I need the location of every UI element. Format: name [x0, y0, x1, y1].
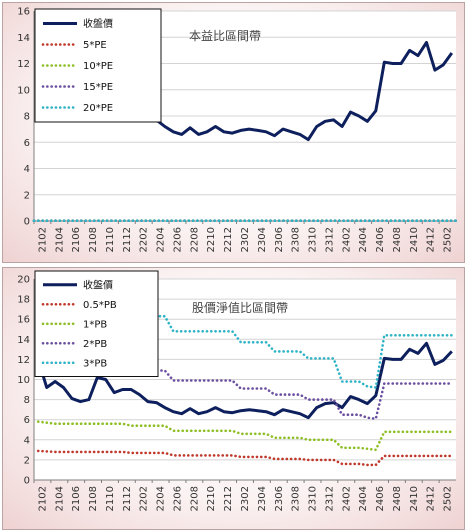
x-tick-label: 2110 [105, 227, 116, 252]
pe-band-chart-panel: 0 2 4 6 8 10 12 14 16 2102 2104 2106 2108 2110 2112 220… [2, 2, 465, 263]
legend-label: 15*PE [83, 82, 113, 93]
x-tick-label: 2212 [223, 486, 234, 511]
y-tick-label: 16 [17, 7, 30, 18]
x-tick-label: 2410 [409, 227, 420, 252]
y-tick-label: 4 [24, 435, 30, 446]
pb-band-chart: 0 2 4 6 8 10 12 14 16 18 20 2102 2104 2106 2108 2110 211… [17, 270, 456, 511]
legend-label: 20*PE [83, 103, 113, 114]
series-line-2 [36, 420, 454, 452]
y-tick-label: 18 [17, 295, 30, 306]
x-tick-label: 2202 [139, 227, 150, 252]
x-tick-label: 2306 [274, 486, 285, 511]
x-tick-label: 2406 [375, 227, 386, 252]
x-tick-label: 2402 [341, 227, 352, 252]
x-tick-label: 2302 [240, 227, 251, 252]
x-tick-label: 2106 [71, 486, 82, 511]
x-tick-label: 2102 [37, 486, 48, 511]
x-tick-label: 2210 [206, 227, 217, 252]
y-tick-label: 2 [24, 455, 30, 466]
x-tick-label: 2408 [392, 486, 403, 511]
x-tick-label: 2206 [172, 227, 183, 252]
y-tick-label: 0 [24, 476, 30, 487]
y-tick-label: 10 [17, 375, 30, 386]
x-tick-label: 2404 [358, 227, 369, 252]
x-tick-label: 2112 [122, 227, 133, 252]
x-tick-label: 2204 [156, 486, 167, 511]
legend-label: 2*PB [83, 339, 107, 350]
legend-label: 收盤價 [83, 17, 113, 30]
x-tick-label: 2202 [139, 486, 150, 511]
x-tick-label: 2112 [122, 486, 133, 511]
y-tick-label: 8 [24, 395, 30, 406]
legend-label: 5*PE [83, 40, 107, 51]
y-tick-label: 6 [24, 138, 30, 149]
chart-title: 股價淨值比區間帶 [192, 300, 288, 315]
legend-label: 3*PB [83, 358, 107, 369]
y-tick-label: 16 [17, 315, 30, 326]
x-tick-label: 2308 [291, 486, 302, 511]
x-tick-label: 2412 [426, 227, 437, 252]
series-line-1 [36, 449, 454, 467]
legend-label: 0.5*PB [83, 300, 117, 311]
y-tick-label: 14 [17, 335, 30, 346]
pe-band-chart: 0 2 4 6 8 10 12 14 16 2102 2104 2106 2108 2110 2112 220… [17, 7, 458, 252]
x-tick-label: 2110 [105, 486, 116, 511]
x-tick-label: 2204 [156, 227, 167, 252]
x-tick-label: 2302 [240, 486, 251, 511]
x-tick-label: 2402 [341, 486, 352, 511]
y-tick-label: 4 [24, 164, 30, 175]
x-tick-label: 2306 [274, 227, 285, 252]
y-tick-label: 6 [24, 415, 30, 426]
x-tick-label: 2304 [257, 227, 268, 252]
chart-title: 本益比區間帶 [189, 29, 261, 43]
legend-label: 收盤價 [83, 278, 113, 291]
x-tick-label: 2312 [324, 227, 335, 252]
x-tick-label: 2208 [189, 486, 200, 511]
legend-label: 10*PE [83, 61, 113, 72]
legend-label: 1*PB [83, 319, 107, 330]
y-tick-label: 10 [17, 85, 30, 96]
x-tick-label: 2212 [223, 227, 234, 252]
y-tick-label: 8 [24, 112, 30, 123]
legend: 收盤價 0.5*PB 1*PB 2*PB 3*PB [34, 270, 159, 377]
x-tick-label: 2106 [71, 227, 82, 252]
x-tick-label: 2406 [375, 486, 386, 511]
x-tick-label: 2310 [308, 227, 319, 252]
x-tick-label: 2312 [324, 486, 335, 511]
legend: 收盤價 5*PE 10*PE 15*PE 20*PE [34, 8, 162, 123]
y-tick-label: 2 [24, 190, 30, 201]
y-tick-label: 0 [24, 217, 30, 228]
x-tick-label: 2410 [409, 486, 420, 511]
y-tick-label: 20 [17, 275, 30, 286]
x-tick-label: 2310 [308, 486, 319, 511]
x-tick-label: 2308 [291, 227, 302, 252]
x-tick-label: 2304 [257, 486, 268, 511]
x-tick-label: 2102 [37, 227, 48, 252]
x-tick-label: 2502 [443, 227, 454, 252]
x-tick-label: 2210 [206, 486, 217, 511]
y-tick-label: 14 [17, 33, 30, 44]
y-tick-label: 12 [17, 355, 30, 366]
x-tick-label: 2502 [443, 486, 454, 511]
x-tick-label: 2206 [172, 486, 183, 511]
x-tick-label: 2208 [189, 227, 200, 252]
x-tick-label: 2412 [426, 486, 437, 511]
y-tick-label: 12 [17, 59, 30, 70]
pb-band-chart-panel: 0 2 4 6 8 10 12 14 16 18 20 2102 2104 2106 2108 2110 211… [2, 267, 465, 530]
series-line-0 [36, 341, 453, 420]
x-tick-label: 2108 [88, 227, 99, 252]
x-tick-label: 2404 [358, 486, 369, 511]
x-tick-label: 2108 [88, 486, 99, 511]
x-tick-label: 2104 [54, 486, 65, 511]
x-tick-label: 2104 [54, 227, 65, 252]
x-tick-label: 2408 [392, 227, 403, 252]
